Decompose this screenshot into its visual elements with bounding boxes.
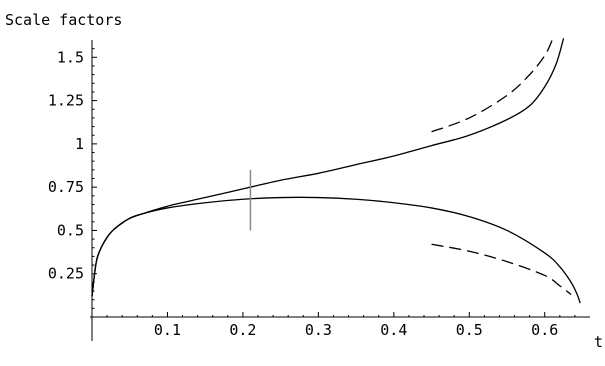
x-tick-label: 0.4 xyxy=(380,321,407,339)
dashed-series-line-4 xyxy=(431,39,553,133)
solid-series-line-2 xyxy=(91,196,581,304)
series-layer xyxy=(91,38,581,304)
dashed-series-line-5 xyxy=(431,243,572,296)
x-tick-label: 0.2 xyxy=(229,321,256,339)
y-tick-label: 0.25 xyxy=(48,265,84,283)
dashed-series-line-3 xyxy=(91,209,157,297)
x-tick-label: 0.3 xyxy=(305,321,332,339)
y-tick-label: 1 xyxy=(75,135,84,153)
y-tick-label: 0.5 xyxy=(57,221,84,239)
x-tick-label: 0.5 xyxy=(456,321,483,339)
x-tick-label: 0.6 xyxy=(531,321,558,339)
y-tick-label: 1.25 xyxy=(48,92,84,110)
x-tick-label: 0.1 xyxy=(154,321,181,339)
chart-title: Scale factors xyxy=(5,11,122,29)
y-tick-label: 1.5 xyxy=(57,48,84,66)
y-tick-label: 0.75 xyxy=(48,178,84,196)
x-axis-label: t xyxy=(594,333,603,351)
axis-ticks: 0.1 0.2 0.3 0.4 0.5 0.6 0.25 0.5 0.75 1 1.25 1.5 xyxy=(48,48,576,339)
